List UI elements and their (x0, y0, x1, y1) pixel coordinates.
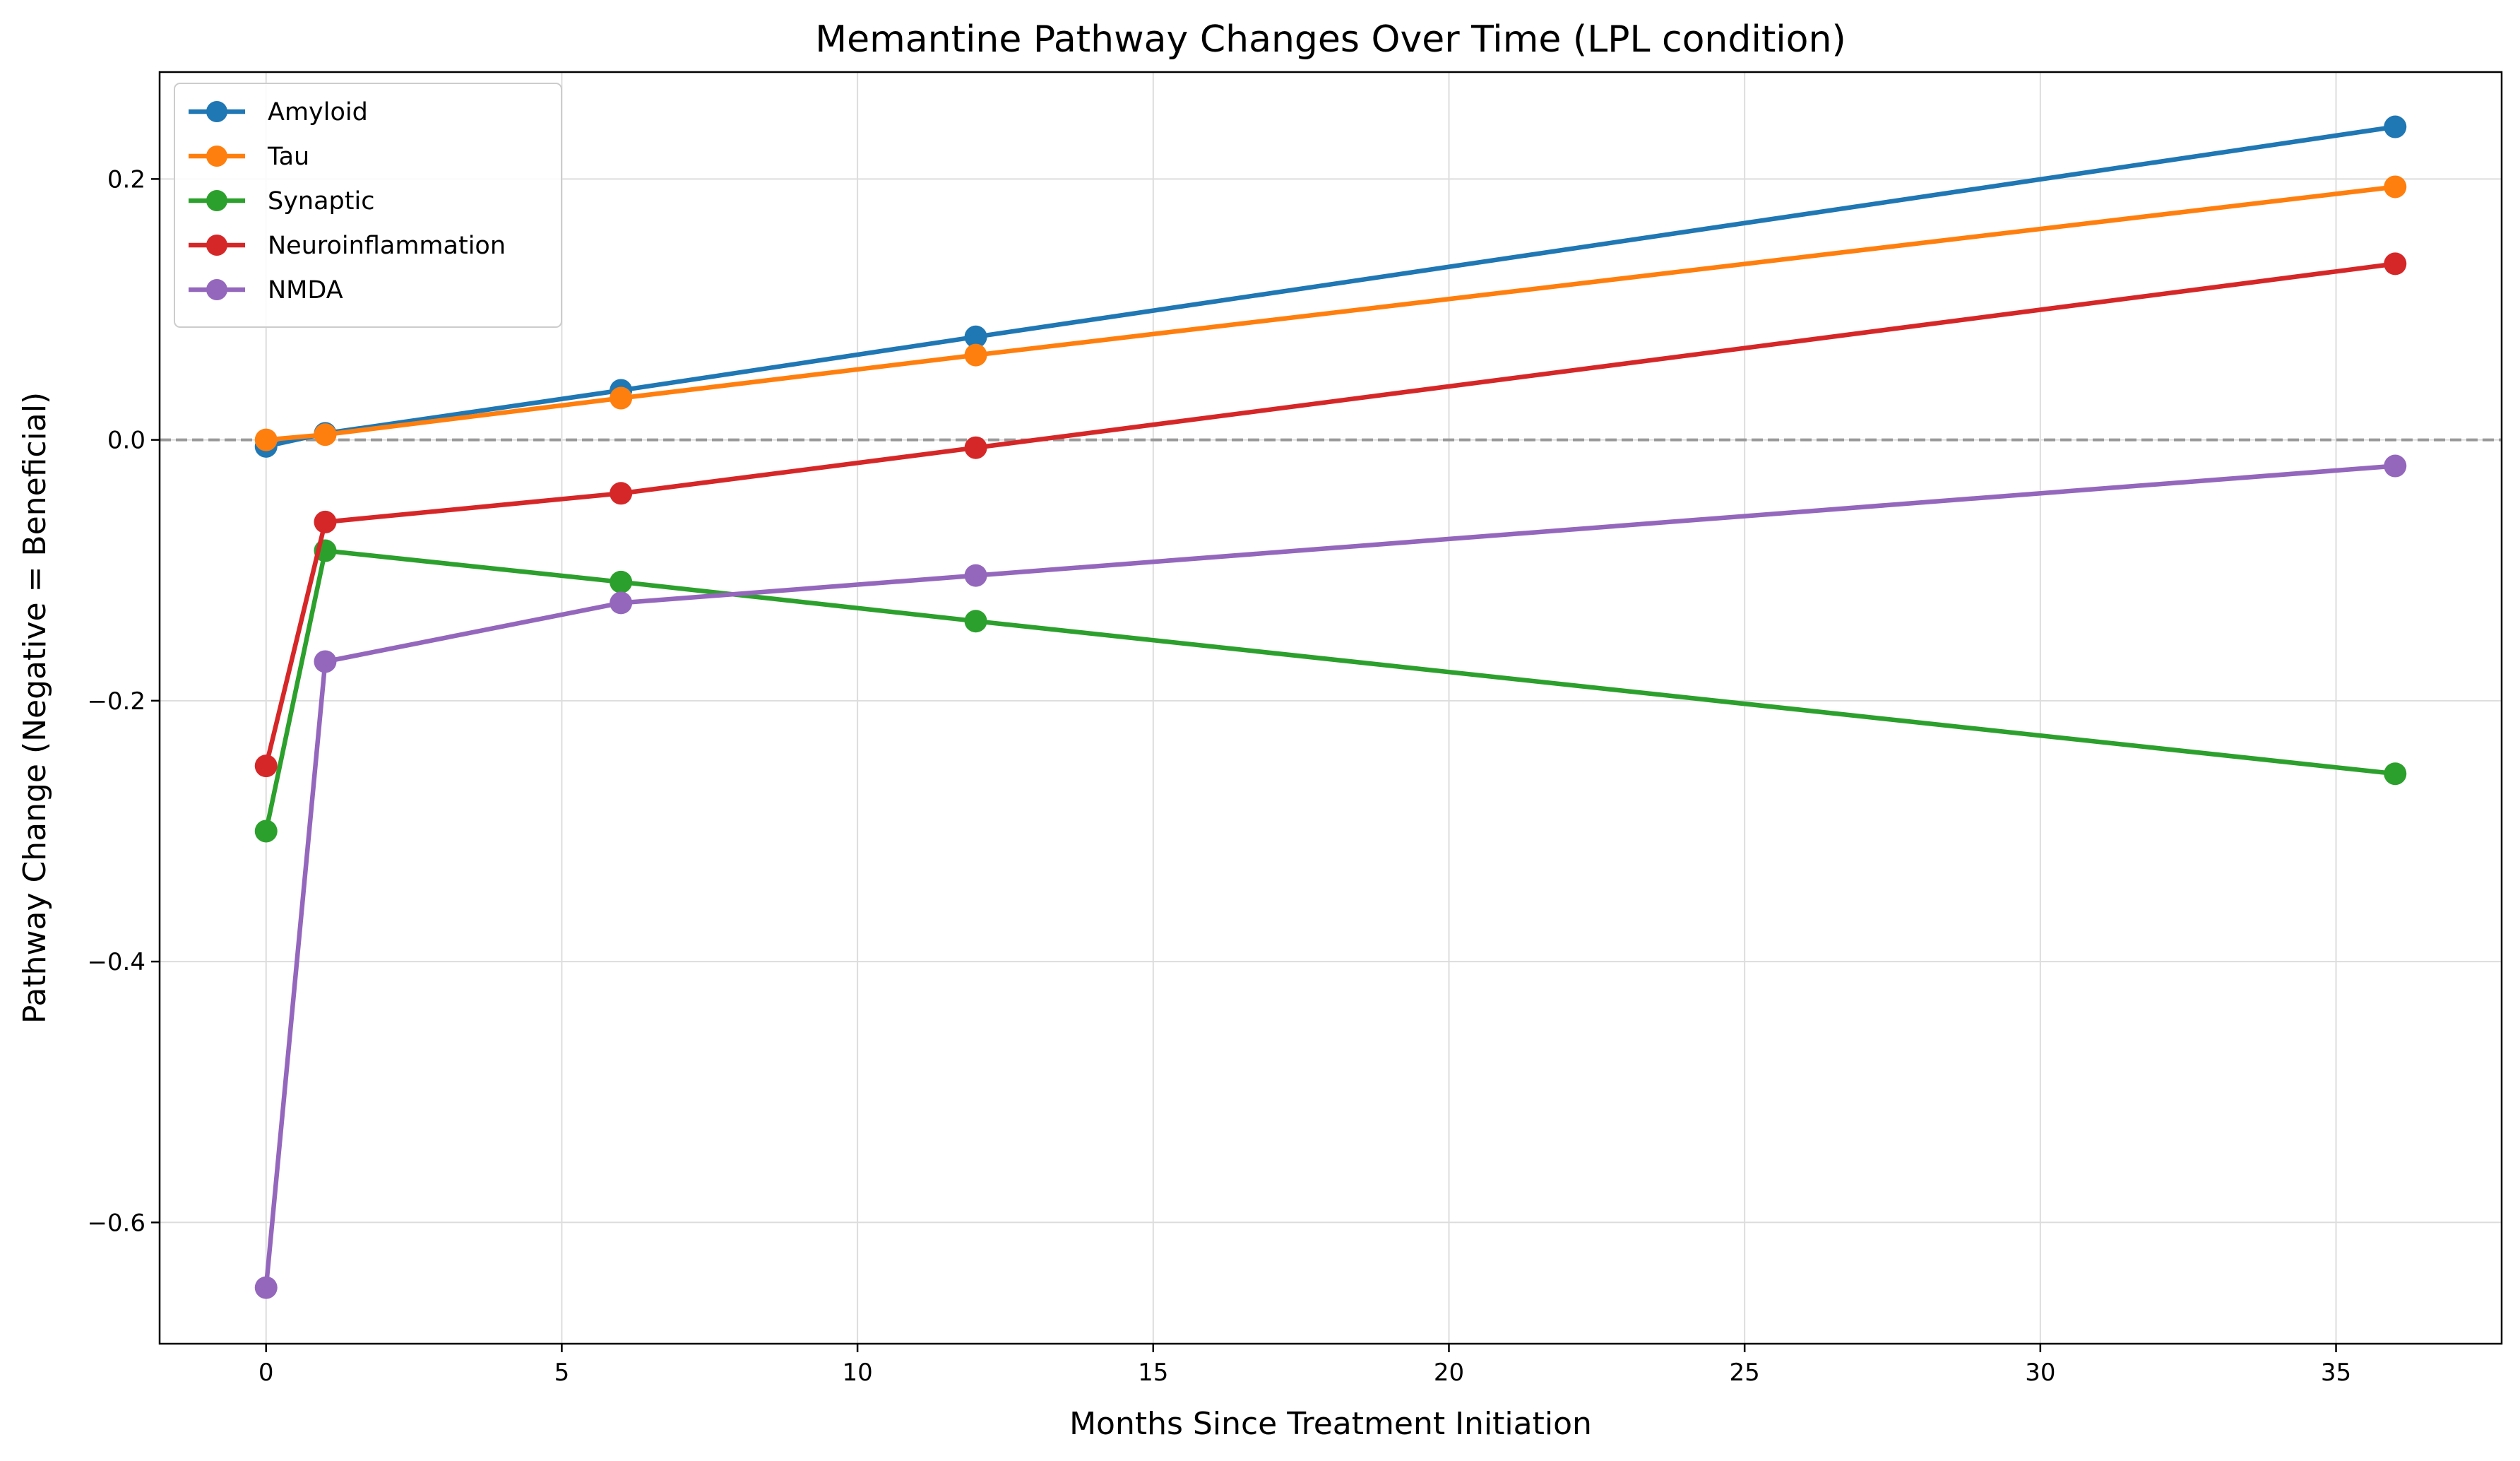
series-neuroinflammation (254, 252, 2407, 778)
data-point-synaptic (964, 610, 987, 633)
legend: Amyloid Tau Synaptic Neuroinflammation NMDA (174, 83, 562, 328)
data-point-tau (314, 423, 337, 446)
x-axis-label: Months Since Treatment Initiation (1069, 1406, 1592, 1442)
data-point-nmda (254, 1276, 278, 1299)
legend-label: NMDA (268, 276, 343, 304)
y-tick-label: −0.6 (87, 1209, 145, 1237)
x-tick-label: 20 (1434, 1359, 1464, 1387)
data-point-nmda (964, 564, 987, 587)
data-point-tau (2384, 175, 2407, 199)
legend-item-neuroinflammation: Neuroinflammation (189, 232, 506, 260)
legend-label: Amyloid (268, 98, 368, 126)
legend-label: Synaptic (268, 187, 374, 215)
data-point-neuroinflammation (314, 510, 337, 533)
data-point-tau (254, 428, 278, 451)
data-point-amyloid (2384, 115, 2407, 138)
y-tick-label: −0.2 (87, 687, 145, 716)
data-point-neuroinflammation (2384, 252, 2407, 276)
y-tick-label: −0.4 (87, 948, 145, 976)
data-point-nmda (610, 591, 633, 615)
legend-label: Neuroinflammation (268, 232, 506, 260)
legend-item-amyloid: Amyloid (189, 98, 368, 126)
series-tau (254, 175, 2407, 451)
data-point-synaptic (254, 820, 278, 843)
legend-swatch-marker (206, 190, 227, 211)
legend-swatch-marker (206, 146, 227, 167)
data-point-neuroinflammation (964, 436, 987, 459)
chart-title: Memantine Pathway Changes Over Time (LPL… (815, 18, 1846, 61)
legend-item-synaptic: Synaptic (189, 187, 374, 215)
legend-box (174, 83, 562, 328)
data-point-amyloid (964, 325, 987, 348)
plot-frame (158, 71, 2503, 1345)
series-nmda (254, 454, 2407, 1299)
grid (160, 72, 2502, 1344)
legend-swatch-marker (206, 235, 227, 256)
y-axis-label: Pathway Change (Negative = Beneficial) (17, 392, 53, 1024)
x-tick-label: 25 (1730, 1359, 1760, 1387)
data-point-synaptic (2384, 762, 2407, 786)
legend-item-nmda: NMDA (189, 276, 343, 304)
axis-ticks: 0 5 10 15 20 25 30 35 −0.6 −0.4 −0.2 0.0 0.2 (87, 165, 2351, 1387)
x-tick-label: 15 (1138, 1359, 1168, 1387)
data-point-neuroinflammation (254, 755, 278, 778)
y-tick-label: 0.0 (107, 427, 145, 455)
legend-label: Tau (267, 143, 309, 171)
x-tick-label: 5 (554, 1359, 570, 1387)
legend-item-tau: Tau (189, 143, 309, 171)
data-point-tau (610, 386, 633, 410)
data-point-tau (964, 343, 987, 367)
data-point-nmda (2384, 454, 2407, 478)
x-tick-label: 10 (842, 1359, 872, 1387)
data-point-synaptic (610, 570, 633, 593)
x-tick-label: 35 (2321, 1359, 2351, 1387)
legend-swatch-marker (206, 279, 227, 300)
x-tick-label: 0 (258, 1359, 274, 1387)
series-group (254, 115, 2407, 1299)
y-tick-label: 0.2 (107, 165, 145, 194)
legend-swatch-marker (206, 101, 227, 122)
x-tick-label: 30 (2025, 1359, 2055, 1387)
data-point-nmda (314, 650, 337, 673)
data-point-neuroinflammation (610, 482, 633, 505)
